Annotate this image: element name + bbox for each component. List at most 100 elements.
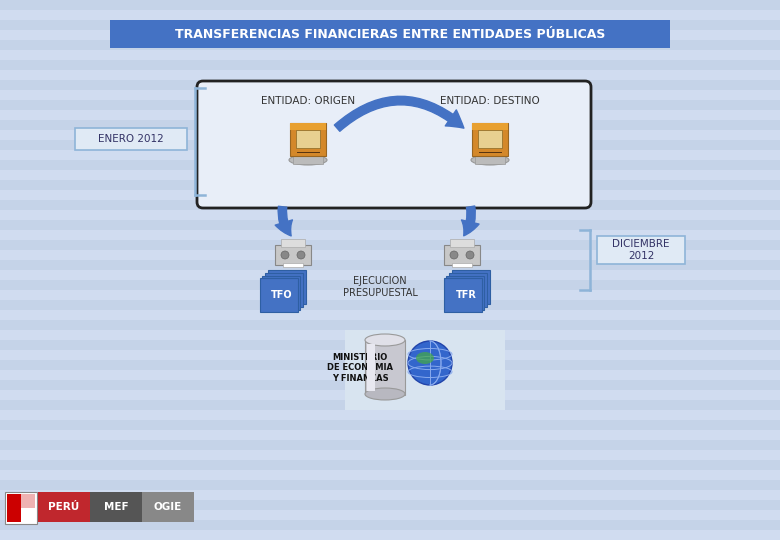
Bar — [0, 50, 780, 60]
Bar — [0, 220, 780, 230]
Bar — [0, 60, 780, 70]
Bar — [0, 510, 780, 520]
Bar — [0, 390, 780, 400]
Bar — [0, 20, 780, 30]
Bar — [0, 180, 780, 190]
Bar — [0, 260, 780, 270]
Ellipse shape — [365, 334, 405, 346]
Bar — [0, 110, 780, 120]
Bar — [0, 420, 780, 430]
Bar — [0, 10, 780, 20]
Text: TFR: TFR — [456, 290, 477, 300]
Ellipse shape — [289, 155, 327, 165]
Bar — [0, 300, 780, 310]
Bar — [0, 200, 780, 210]
Bar — [0, 0, 780, 10]
Bar — [0, 450, 780, 460]
Bar — [0, 30, 780, 40]
Bar — [0, 100, 780, 110]
Bar — [0, 410, 780, 420]
FancyBboxPatch shape — [444, 278, 482, 312]
Bar — [0, 240, 780, 250]
Bar — [452, 263, 472, 267]
Bar — [0, 310, 780, 320]
Bar — [142, 492, 194, 522]
Bar — [478, 130, 502, 148]
Bar — [5, 492, 37, 524]
Ellipse shape — [365, 388, 405, 400]
Bar — [0, 370, 780, 380]
Bar — [0, 210, 780, 220]
Bar — [0, 460, 780, 470]
FancyBboxPatch shape — [452, 270, 490, 304]
Bar — [0, 80, 780, 90]
Bar — [283, 263, 303, 267]
Bar — [290, 123, 326, 130]
Text: PERÚ: PERÚ — [48, 502, 80, 512]
Bar — [0, 320, 780, 330]
Bar — [0, 430, 780, 440]
Bar — [0, 360, 780, 370]
Bar — [0, 270, 780, 280]
Text: TFO: TFO — [271, 290, 292, 300]
Circle shape — [281, 251, 289, 259]
FancyBboxPatch shape — [262, 276, 300, 310]
Bar — [0, 400, 780, 410]
FancyArrowPatch shape — [275, 206, 292, 236]
Bar — [0, 490, 780, 500]
FancyBboxPatch shape — [197, 81, 591, 208]
Bar — [0, 380, 780, 390]
Bar — [0, 340, 780, 350]
Circle shape — [466, 251, 474, 259]
Bar — [0, 350, 780, 360]
Bar — [0, 500, 780, 510]
Circle shape — [408, 341, 452, 385]
Bar — [0, 290, 780, 300]
Text: DICIEMBRE
2012: DICIEMBRE 2012 — [612, 239, 670, 261]
Text: ENTIDAD: ORIGEN: ENTIDAD: ORIGEN — [261, 96, 355, 106]
Text: MEF: MEF — [104, 502, 129, 512]
Bar — [7, 494, 35, 508]
Bar — [0, 520, 780, 530]
Bar — [0, 40, 780, 50]
FancyBboxPatch shape — [75, 128, 187, 150]
Bar — [0, 440, 780, 450]
Bar — [475, 154, 505, 164]
Ellipse shape — [416, 352, 434, 364]
Bar — [0, 330, 780, 340]
Bar — [7, 494, 21, 522]
Text: ENERO 2012: ENERO 2012 — [98, 134, 164, 144]
FancyBboxPatch shape — [446, 276, 484, 310]
FancyArrowPatch shape — [462, 206, 479, 236]
Bar — [0, 280, 780, 290]
Bar — [0, 170, 780, 180]
Text: OGIE: OGIE — [154, 502, 182, 512]
Bar — [450, 239, 474, 247]
Bar — [275, 245, 311, 265]
Bar — [345, 330, 505, 410]
Bar — [21, 494, 35, 522]
Bar — [472, 123, 508, 156]
Bar — [365, 340, 405, 395]
Bar — [290, 123, 326, 156]
Text: ENTIDAD: DESTINO: ENTIDAD: DESTINO — [440, 96, 540, 106]
FancyBboxPatch shape — [260, 278, 298, 312]
Bar — [0, 160, 780, 170]
Bar — [0, 250, 780, 260]
Bar — [0, 470, 780, 480]
Bar — [0, 90, 780, 100]
Bar — [0, 190, 780, 200]
Bar — [0, 140, 780, 150]
Bar — [110, 20, 670, 48]
FancyBboxPatch shape — [265, 273, 303, 307]
Bar — [444, 245, 480, 265]
Bar — [0, 120, 780, 130]
Bar — [281, 239, 305, 247]
Text: EJECUCION
PRESUPUESTAL: EJECUCION PRESUPUESTAL — [342, 276, 417, 298]
Bar — [38, 492, 90, 522]
Text: MINISTERIO
DE ECONOMIA
Y FINANZAS: MINISTERIO DE ECONOMIA Y FINANZAS — [327, 353, 393, 383]
FancyBboxPatch shape — [268, 270, 306, 304]
Bar — [0, 70, 780, 80]
Bar — [367, 344, 375, 391]
Bar — [90, 492, 142, 522]
